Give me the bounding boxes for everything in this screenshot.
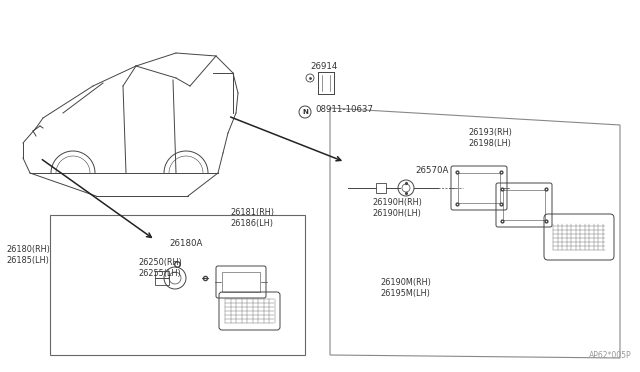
Bar xyxy=(458,173,500,203)
Bar xyxy=(376,183,386,193)
Text: 26190M(RH)
26195M(LH): 26190M(RH) 26195M(LH) xyxy=(380,278,431,298)
Text: 26180(RH)
26185(LH): 26180(RH) 26185(LH) xyxy=(6,245,50,265)
Text: 26570A: 26570A xyxy=(415,166,449,175)
Text: 08911-10637: 08911-10637 xyxy=(315,106,373,115)
Text: 26190H(RH)
26190H(LH): 26190H(RH) 26190H(LH) xyxy=(372,198,422,218)
Text: 26250(RH)
26255(LH): 26250(RH) 26255(LH) xyxy=(138,258,182,278)
Text: AP62*005P: AP62*005P xyxy=(589,351,632,360)
Bar xyxy=(222,272,260,292)
Bar xyxy=(503,190,545,220)
Text: N: N xyxy=(302,109,308,115)
Bar xyxy=(155,271,169,285)
Text: 26193(RH)
26198(LH): 26193(RH) 26198(LH) xyxy=(468,128,512,148)
Text: 26180A: 26180A xyxy=(170,239,203,248)
Text: 26181(RH)
26186(LH): 26181(RH) 26186(LH) xyxy=(230,208,274,228)
Bar xyxy=(50,215,305,355)
Text: 26914: 26914 xyxy=(310,62,337,71)
